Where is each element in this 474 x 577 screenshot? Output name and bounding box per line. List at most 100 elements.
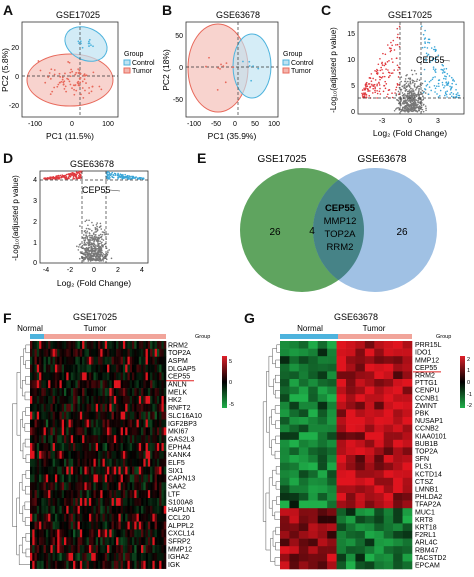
pca-point <box>100 88 103 91</box>
pca-point <box>59 81 61 84</box>
x-axis-label-b: PC1 (35.9%) <box>208 131 257 141</box>
pca-point <box>73 88 75 91</box>
svg-text:0: 0 <box>92 267 96 274</box>
pca-point <box>74 73 77 76</box>
gene-label: LTF <box>168 491 180 498</box>
pca-point <box>69 83 72 86</box>
gene-label: RRM2 <box>415 372 435 379</box>
pca-point <box>77 72 80 74</box>
group-label-tumor-f: Tumor <box>84 324 107 333</box>
pca-point <box>225 62 228 65</box>
pca-point <box>217 67 220 69</box>
legend-title-g: Group <box>436 334 451 340</box>
group-bar-normal-f <box>30 334 44 339</box>
venn-diagram: GSE17025 GSE63678 26 4 26 CEP55 MMP12 TO… <box>240 154 437 292</box>
gene-label: ELF5 <box>168 460 185 467</box>
gene-labels-f: RRM2TOP2AASPMDLGAP5CEP55ANLNMELKHK2RNFT2… <box>166 342 202 569</box>
panel-b-title: GSE63678 <box>216 10 260 20</box>
gene-label: MELK <box>168 389 187 396</box>
venn-gene-top2a: TOP2A <box>325 229 357 240</box>
panel-a-letter: A <box>3 2 14 18</box>
colorbar-g <box>460 356 465 408</box>
panel-f: GSE17025 Normal Tumor RRM2 TOP2A ASPM DLGAP… <box>0 308 237 572</box>
svg-text:50: 50 <box>175 33 183 40</box>
y-axis-label-b: PC2 (18%) <box>161 49 171 91</box>
svg-text:-2: -2 <box>467 403 472 409</box>
pca-plot-b: GSE63678 -100 -50 0 50 100 50 0 -50 PC1 … <box>161 10 314 141</box>
venn-right-count: 26 <box>396 227 408 238</box>
venn-intersection-count: 4 <box>309 226 315 237</box>
gene-label: CXCL14 <box>168 531 195 538</box>
control-ellipse-a <box>64 26 108 62</box>
pca-point <box>49 77 52 80</box>
svg-text:0: 0 <box>229 380 232 386</box>
gene-label: IGHA2 <box>168 554 189 561</box>
pca-points-a <box>37 38 103 99</box>
pca-point <box>252 65 254 68</box>
panel-a-title: GSE17025 <box>56 10 100 20</box>
gene-label: EPHA4 <box>168 444 191 451</box>
svg-text:-100: -100 <box>28 121 42 128</box>
gene-label: ZWINT <box>415 403 438 410</box>
gene-label: ALPPL2 <box>168 523 194 530</box>
svg-text:-50: -50 <box>173 97 183 104</box>
pca-point <box>64 72 66 75</box>
svg-text:0: 0 <box>467 380 470 386</box>
pca-point <box>79 81 82 84</box>
gene-label: CCNB2 <box>415 426 439 433</box>
gene-label: RRM2 <box>168 342 188 349</box>
pca-point <box>78 77 81 80</box>
y-axis-label-d: -Log₁₀(adjusted p value) <box>11 175 20 261</box>
gene-label: SIX1 <box>168 468 183 475</box>
pca-point <box>48 72 51 74</box>
pca-point <box>77 80 80 83</box>
pca-point <box>88 45 90 47</box>
y-axis-label-a: PC2 (5.8%) <box>0 48 10 92</box>
gene-label: PRR15L <box>415 342 442 349</box>
gene-label: PBK <box>415 410 429 417</box>
svg-text:0: 0 <box>33 260 37 267</box>
pca-point <box>248 60 251 63</box>
svg-text:100: 100 <box>268 121 280 128</box>
group-bar-tumor-g <box>338 334 412 339</box>
gene-label: PLS1 <box>415 464 432 471</box>
pca-point <box>65 90 68 93</box>
gene-label: BUB1B <box>415 441 438 448</box>
dendrogram-g <box>262 344 280 566</box>
pca-point <box>68 61 71 64</box>
gene-label: LMNB1 <box>415 486 438 493</box>
pca-point <box>69 71 72 74</box>
svg-text:2: 2 <box>467 357 470 363</box>
pca-point <box>85 82 87 84</box>
group-label-normal-g: Normal <box>297 324 323 333</box>
pca-point <box>63 87 66 90</box>
heatmap-cells-f <box>30 341 167 569</box>
svg-text:Control: Control <box>291 60 314 67</box>
x-axis-label-d: Log₂ (Fold Change) <box>57 278 131 288</box>
pca-point <box>250 79 253 82</box>
pca-point <box>49 93 52 96</box>
pca-point <box>75 71 78 74</box>
gene-label: IGF2BP3 <box>168 421 197 428</box>
pca-point <box>53 69 56 71</box>
pca-point <box>66 77 69 80</box>
pca-point <box>87 40 90 43</box>
panel-a: GSE17025 -100 0 100 20 0 -20 PC1 (11.5%)… <box>0 0 158 145</box>
pca-point <box>81 87 84 89</box>
pca-point <box>57 83 60 86</box>
heatmap-g: GSE63678 Normal Tumor PRR15LIDO1MMP12CEP… <box>262 312 472 569</box>
cep55-annotation-c: CEP55 <box>416 55 445 65</box>
pca-point <box>44 81 47 84</box>
heatmap-f: GSE17025 Normal Tumor RRM2TOP2AASPMDLGAP… <box>12 312 234 569</box>
pca-point <box>77 68 80 71</box>
pca-point <box>92 71 95 74</box>
svg-text:Control: Control <box>132 60 155 67</box>
gene-label: F2RL1 <box>415 532 436 539</box>
pca-point <box>74 84 77 86</box>
panel-c-title: GSE17025 <box>388 10 432 20</box>
pca-point <box>77 40 80 43</box>
pca-points-b <box>205 56 260 91</box>
svg-text:4: 4 <box>33 177 37 184</box>
svg-text:4: 4 <box>140 267 144 274</box>
pca-point <box>84 74 87 77</box>
